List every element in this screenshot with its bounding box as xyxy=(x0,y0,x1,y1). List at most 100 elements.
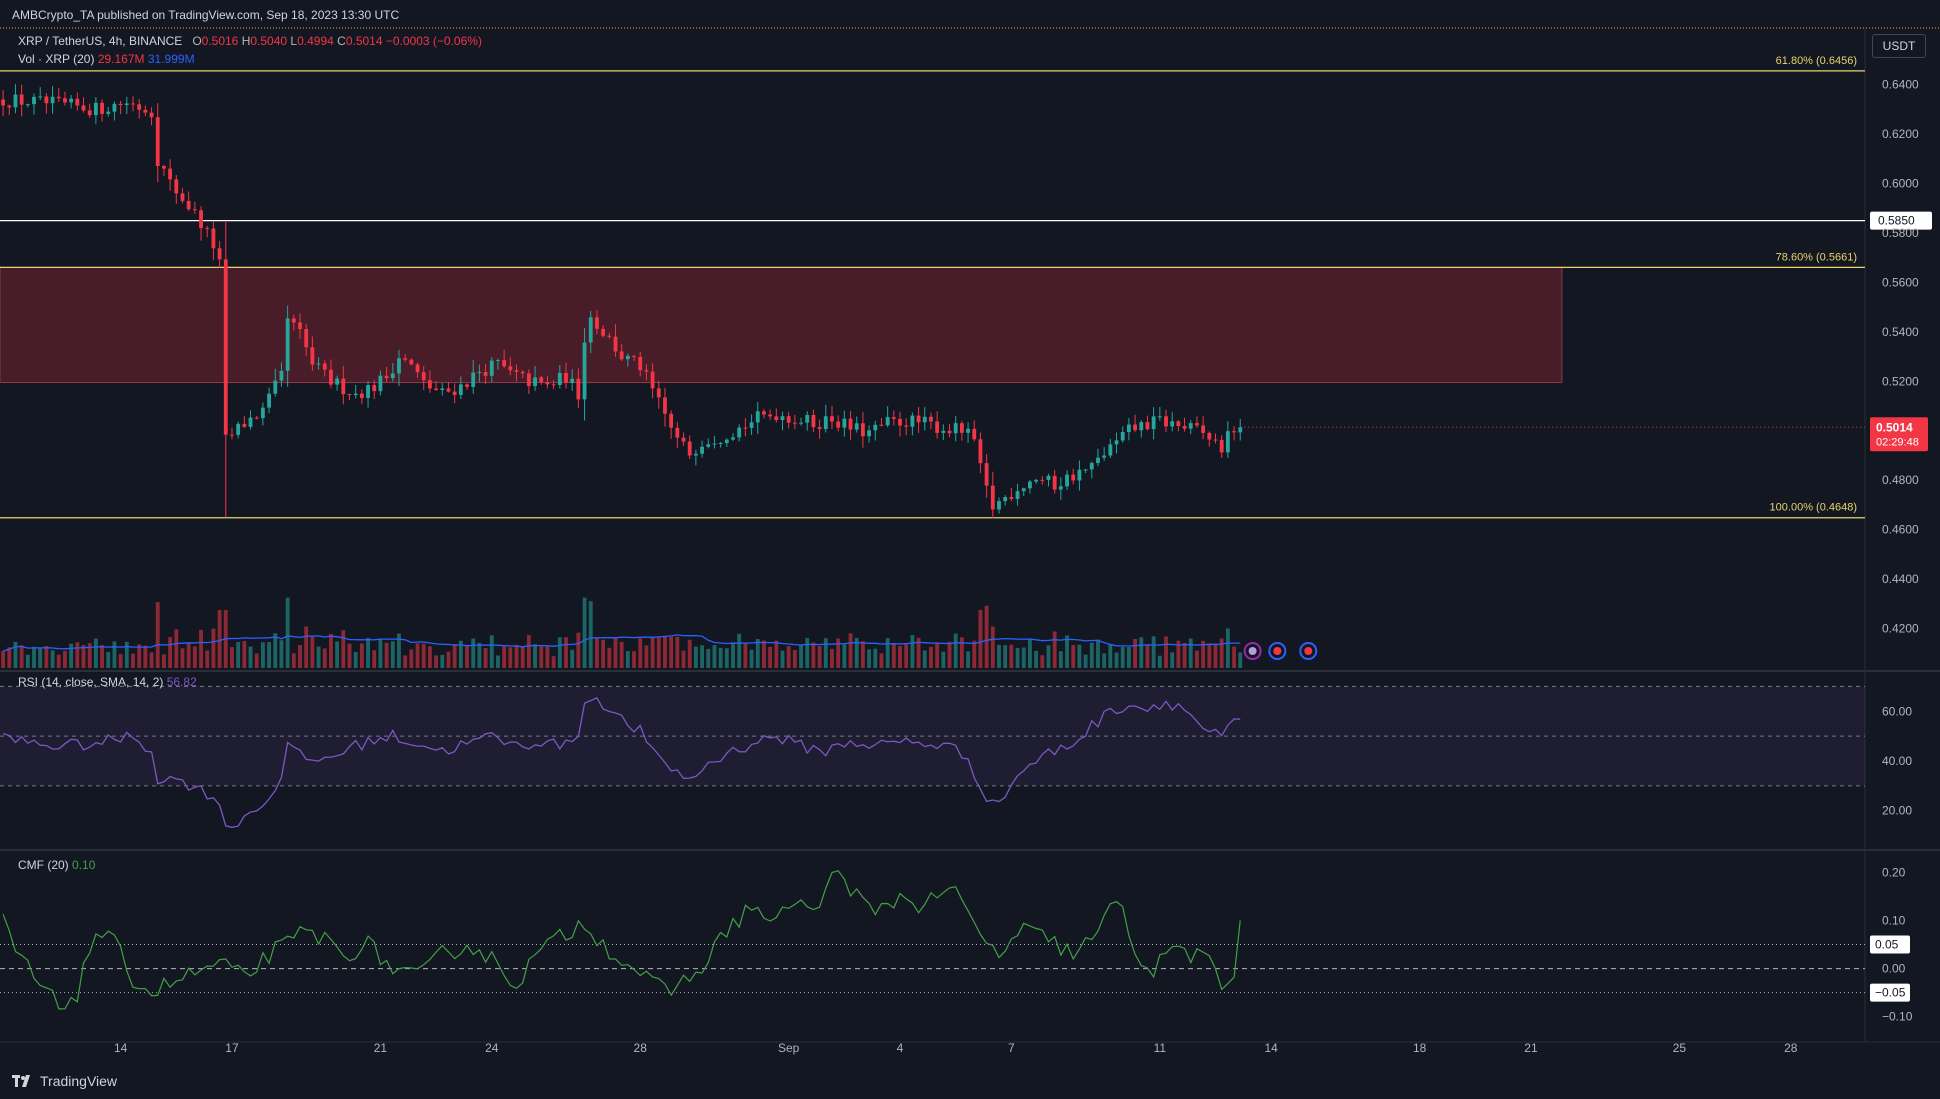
volume-bar[interactable] xyxy=(291,653,296,668)
candle-body[interactable] xyxy=(1015,491,1020,499)
candle-body[interactable] xyxy=(390,373,395,379)
candle-body[interactable] xyxy=(260,407,265,419)
volume-bar[interactable] xyxy=(656,636,661,668)
candle-body[interactable] xyxy=(533,377,537,387)
volume-bar[interactable] xyxy=(285,597,290,668)
candle-body[interactable] xyxy=(415,364,420,373)
candle-body[interactable] xyxy=(143,109,148,113)
candle-body[interactable] xyxy=(817,427,822,430)
candle-body[interactable] xyxy=(149,112,154,118)
volume-bar[interactable] xyxy=(310,636,315,668)
candle-body[interactable] xyxy=(990,485,995,510)
volume-bar[interactable] xyxy=(56,654,61,668)
candle-body[interactable] xyxy=(211,228,216,249)
volume-bar[interactable] xyxy=(329,633,333,668)
candle-body[interactable] xyxy=(112,103,117,112)
volume-bar[interactable] xyxy=(93,638,98,668)
candle-body[interactable] xyxy=(514,370,519,372)
candle-body[interactable] xyxy=(786,416,791,423)
volume-bar[interactable] xyxy=(1157,655,1162,668)
volume-bar[interactable] xyxy=(978,609,983,668)
candle-body[interactable] xyxy=(1213,439,1218,441)
volume-bar[interactable] xyxy=(570,649,575,668)
candle-body[interactable] xyxy=(588,317,593,343)
candle-body[interactable] xyxy=(582,342,587,400)
volume-bar[interactable] xyxy=(143,645,148,668)
volume-bar[interactable] xyxy=(959,637,964,668)
candle-body[interactable] xyxy=(409,359,414,365)
candle-body[interactable] xyxy=(799,422,803,424)
volume-bar[interactable] xyxy=(1071,644,1076,668)
candle-body[interactable] xyxy=(273,380,278,394)
volume-bar[interactable] xyxy=(427,646,432,668)
volume-bar[interactable] xyxy=(1195,650,1199,668)
volume-bar[interactable] xyxy=(755,639,760,668)
candle-body[interactable] xyxy=(749,422,754,428)
candle-body[interactable] xyxy=(384,375,389,379)
candle-body[interactable] xyxy=(774,416,779,421)
candle-body[interactable] xyxy=(502,360,507,367)
volume-bar[interactable] xyxy=(124,641,129,668)
candle-body[interactable] xyxy=(768,414,773,417)
candle-body[interactable] xyxy=(1083,469,1088,471)
candle-body[interactable] xyxy=(842,418,847,428)
volume-bar[interactable] xyxy=(372,650,377,668)
candle-body[interactable] xyxy=(186,200,191,210)
candle-body[interactable] xyxy=(1126,424,1131,433)
volume-bar[interactable] xyxy=(434,655,439,668)
candle-body[interactable] xyxy=(347,394,352,396)
volume-bar[interactable] xyxy=(910,635,915,668)
volume-bar[interactable] xyxy=(1170,652,1175,668)
volume-bar[interactable] xyxy=(601,639,606,668)
volume-bar[interactable] xyxy=(496,655,500,668)
volume-bar[interactable] xyxy=(588,601,593,668)
candle-body[interactable] xyxy=(366,385,370,398)
volume-bar[interactable] xyxy=(774,640,779,668)
volume-bar[interactable] xyxy=(13,641,18,668)
volume-bar[interactable] xyxy=(446,651,451,668)
currency-button[interactable]: USDT xyxy=(1872,34,1926,58)
candle-body[interactable] xyxy=(656,388,661,398)
volume-bar[interactable] xyxy=(613,637,618,668)
volume-bar[interactable] xyxy=(879,653,884,668)
candle-body[interactable] xyxy=(69,98,74,103)
candle-body[interactable] xyxy=(236,423,241,435)
candle-body[interactable] xyxy=(947,430,952,434)
volume-bar[interactable] xyxy=(885,638,890,668)
volume-bar[interactable] xyxy=(539,646,544,668)
candle-body[interactable] xyxy=(539,377,544,383)
volume-bar[interactable] xyxy=(737,633,742,668)
candle-body[interactable] xyxy=(879,424,884,426)
volume-bar[interactable] xyxy=(1065,635,1069,668)
candle-body[interactable] xyxy=(929,416,933,422)
volume-bar[interactable] xyxy=(131,653,135,668)
candle-body[interactable] xyxy=(452,391,457,395)
volume-bar[interactable] xyxy=(619,641,624,668)
volume-bar[interactable] xyxy=(335,641,340,668)
volume-bar[interactable] xyxy=(63,650,67,668)
volume-bar[interactable] xyxy=(421,643,426,668)
candle-body[interactable] xyxy=(427,380,432,389)
candle-body[interactable] xyxy=(687,441,692,456)
volume-bar[interactable] xyxy=(87,643,92,668)
candle-body[interactable] xyxy=(131,103,135,105)
candle-body[interactable] xyxy=(223,259,228,435)
volume-bar[interactable] xyxy=(545,646,550,668)
volume-bar[interactable] xyxy=(1009,644,1014,668)
candle-body[interactable] xyxy=(650,371,655,389)
volume-bar[interactable] xyxy=(403,655,408,668)
volume-bar[interactable] xyxy=(298,645,302,668)
volume-bar[interactable] xyxy=(118,653,123,668)
candle-body[interactable] xyxy=(1003,497,1008,502)
volume-bar[interactable] xyxy=(254,653,259,668)
volume-bar[interactable] xyxy=(1232,646,1236,668)
candle-body[interactable] xyxy=(1028,481,1032,489)
volume-bar[interactable] xyxy=(860,641,865,668)
volume-ma-line[interactable] xyxy=(2,634,1241,652)
candle-body[interactable] xyxy=(619,351,624,360)
volume-bar[interactable] xyxy=(236,641,241,668)
volume-bar[interactable] xyxy=(1102,653,1107,668)
candle-body[interactable] xyxy=(372,385,377,392)
candle-body[interactable] xyxy=(477,372,482,374)
volume-bar[interactable] xyxy=(792,650,797,668)
